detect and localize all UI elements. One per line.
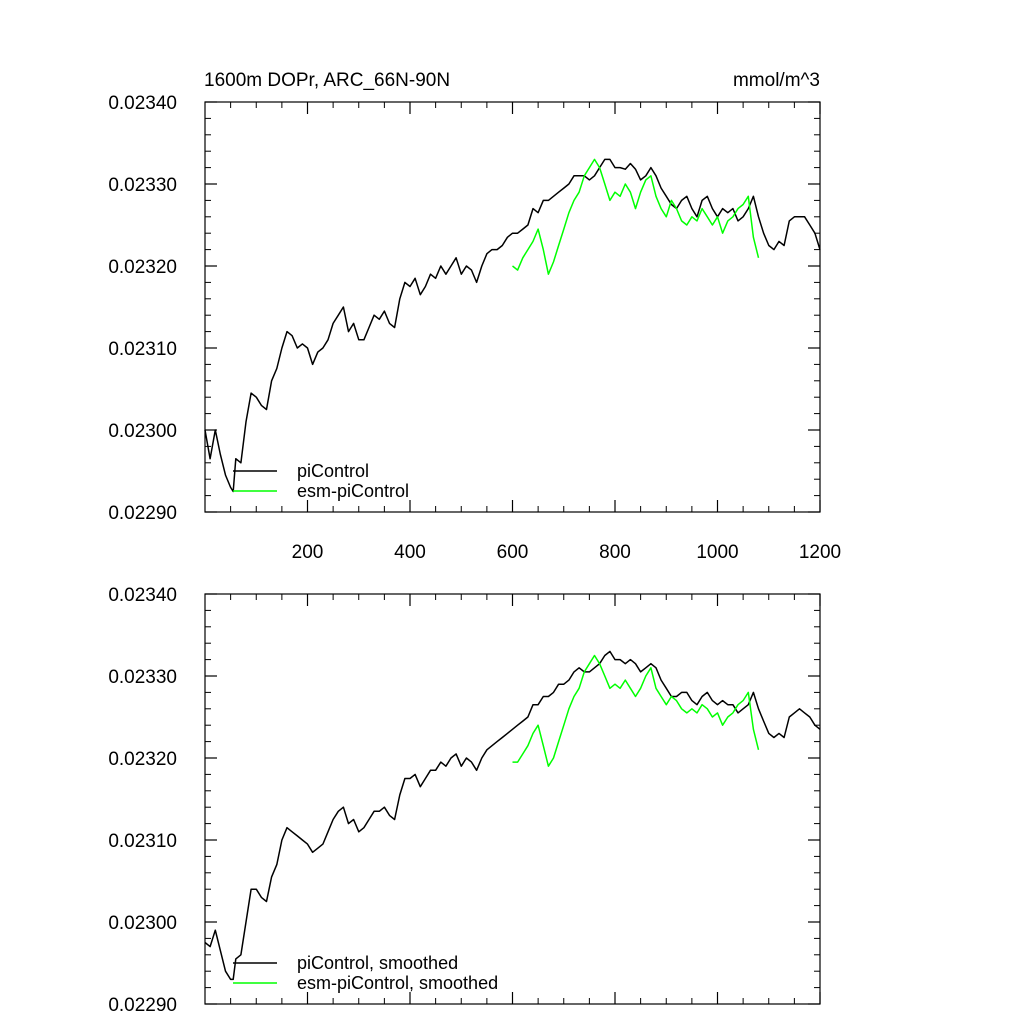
top-y-tick-label: 0.02310 xyxy=(108,339,177,360)
bottom-series-line-esm-picontrol xyxy=(512,654,760,767)
top-y-tick-label: 0.02330 xyxy=(108,175,177,196)
bottom-y-tick-label: 0.02310 xyxy=(108,831,177,852)
bottom-legend-label: esm-piControl, smoothed xyxy=(297,973,498,993)
bottom-legend-label: piControl, smoothed xyxy=(297,953,458,973)
top-x-tick-label: 1200 xyxy=(799,542,841,563)
top-y-tick-label: 0.02320 xyxy=(108,257,177,278)
bottom-y-tick-label: 0.02320 xyxy=(108,749,177,770)
bottom-panel: 0.02290 0.02300 0.02310 0.02320 0.02330 0.023… xyxy=(108,585,821,1016)
top-x-tick-label: 600 xyxy=(497,542,529,563)
top-x-tick-label: 200 xyxy=(292,542,324,563)
top-plot-frame xyxy=(204,101,821,513)
top-legend-label: esm-piControl xyxy=(297,481,409,501)
top-plot: 200 400 600 800 1000 1200 0.02290 0.02300 0.0231… xyxy=(108,93,841,563)
top-y-tick-label: 0.02290 xyxy=(108,503,177,524)
top-y-tick-label: 0.02300 xyxy=(108,421,177,442)
top-y-tick-label: 0.02340 xyxy=(108,93,177,114)
top-chart-units: mmol/m^3 xyxy=(733,70,820,91)
bottom-y-tick-label: 0.02290 xyxy=(108,995,177,1016)
top-series-line-esm-picontrol xyxy=(512,158,760,275)
top-series-line-picontrol xyxy=(204,158,821,493)
top-legend-label: piControl xyxy=(297,461,369,481)
top-x-tick-label: 800 xyxy=(599,542,631,563)
bottom-y-tick-label: 0.02330 xyxy=(108,667,177,688)
top-x-tick-label: 1000 xyxy=(696,542,738,563)
top-panel: 1600m DOPr, ARC_66N-90N mmol/m^3 200 400 6… xyxy=(108,70,841,563)
top-chart-title: 1600m DOPr, ARC_66N-90N xyxy=(204,70,450,91)
top-x-tick-label: 400 xyxy=(394,542,426,563)
bottom-y-tick-label: 0.02300 xyxy=(108,913,177,934)
bottom-series-line-picontrol xyxy=(204,650,821,981)
bottom-y-tick-label: 0.02340 xyxy=(108,585,177,606)
bottom-plot: 0.02290 0.02300 0.02310 0.02320 0.02330 0.023… xyxy=(108,585,821,1016)
bottom-plot-frame xyxy=(204,593,821,1005)
